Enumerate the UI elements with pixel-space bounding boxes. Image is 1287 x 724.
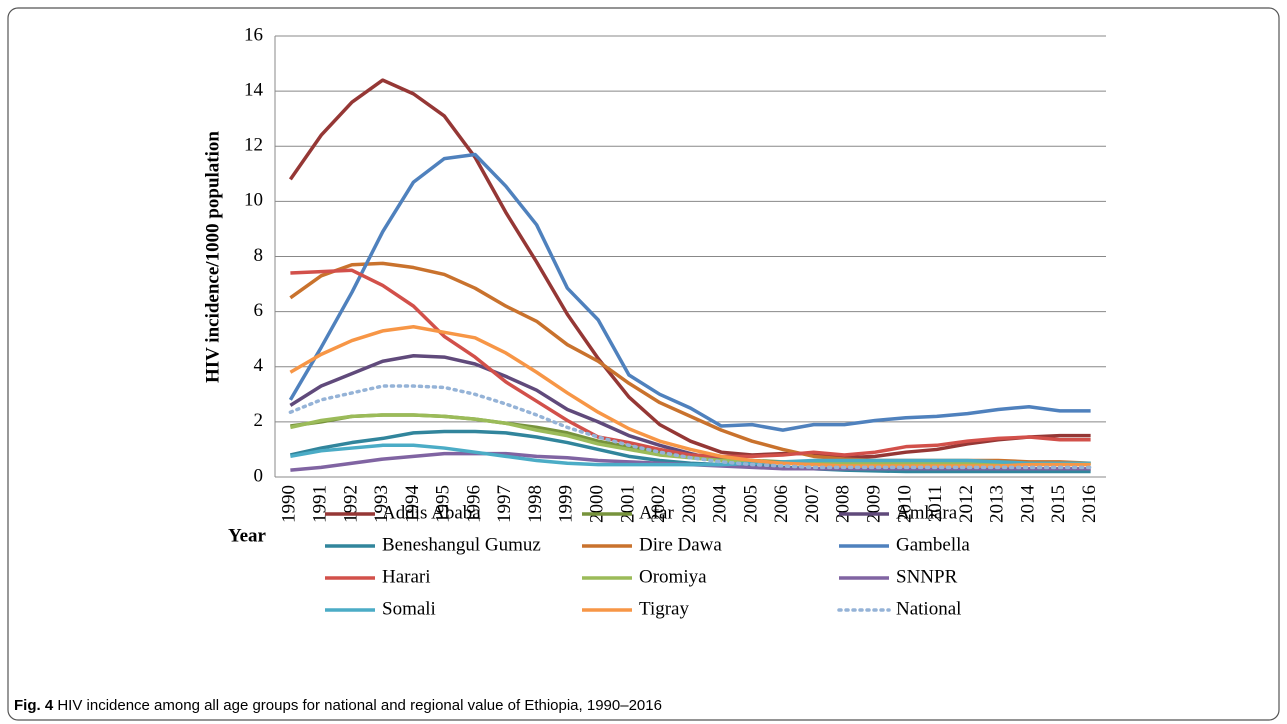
legend-label: Somali [382,598,436,619]
x-tick-label: 2002 [648,485,669,523]
x-tick-label: 2001 [617,485,638,523]
y-axis-label: HIV incidence/1000 population [202,131,223,383]
caption: Fig. 4 HIV incidence among all age group… [14,697,662,714]
x-tick-label: 2012 [956,485,977,523]
legend-label: National [896,598,961,619]
frame [7,7,1280,721]
x-tick-label: 2013 [987,485,1008,523]
line-series [288,152,1091,432]
x-tick-label: 1991 [310,485,331,523]
line-series [290,268,1091,459]
x-tick-label: 2011 [925,485,946,522]
y-tick-label: 2 [254,410,264,431]
x-tick-label: 1993 [371,485,392,523]
x-tick-label: 1997 [494,485,515,523]
legend-label: Dire Dawa [639,534,722,555]
legend-label: SNNPR [896,566,958,587]
y-tick-label: 6 [254,300,264,321]
legend-label: Tigray [639,598,689,619]
legend-label: Afar [639,502,674,523]
line-series [290,443,1091,467]
legend-label: Addis Ababa [382,502,481,523]
y-tick-label: 14 [244,79,264,100]
x-tick-label: 1996 [463,485,484,523]
caption-label: Fig. 4 [14,697,54,714]
x-tick-label: 1994 [402,485,423,524]
x-tick-label: 1992 [340,485,361,523]
x-tick-label: 2010 [894,485,915,523]
x-tick-label: 2004 [710,485,731,524]
x-tick-label: 2008 [833,485,854,523]
x-tick-label: 2000 [587,485,608,523]
x-axis-label: Year [228,525,267,546]
x-tick-label: 1995 [433,485,454,523]
line-series [288,78,1091,460]
x-tick-label: 2005 [740,485,761,523]
x-tick-label: 2016 [1079,485,1100,523]
y-tick-label: 16 [244,24,263,45]
y-tick-label: 0 [254,465,264,486]
y-tick-label: 12 [244,135,263,156]
y-tick-label: 8 [254,245,264,266]
x-tick-label: 2006 [771,485,792,523]
x-tick-label: 2015 [1048,485,1069,523]
x-tick-label: 2007 [802,485,823,523]
y-tick-label: 10 [244,190,263,211]
x-tick-label: 2003 [679,485,700,523]
legend-label: Oromiya [639,566,707,587]
x-tick-label: 2014 [1017,485,1038,524]
y-tick-label: 4 [254,355,264,376]
line-series [288,384,1093,470]
legend-label: Beneshangul Gumuz [382,534,541,555]
x-tick-label: 1990 [279,485,300,523]
x-tick-label: 2009 [864,485,885,523]
legend-label: Harari [382,566,431,587]
legend-label: Gambella [896,534,970,555]
x-tick-label: 1999 [556,485,577,523]
x-tick-label: 1998 [525,485,546,523]
caption-text: HIV incidence among all age groups for n… [57,697,662,714]
legend-label: Amhara [896,502,958,523]
